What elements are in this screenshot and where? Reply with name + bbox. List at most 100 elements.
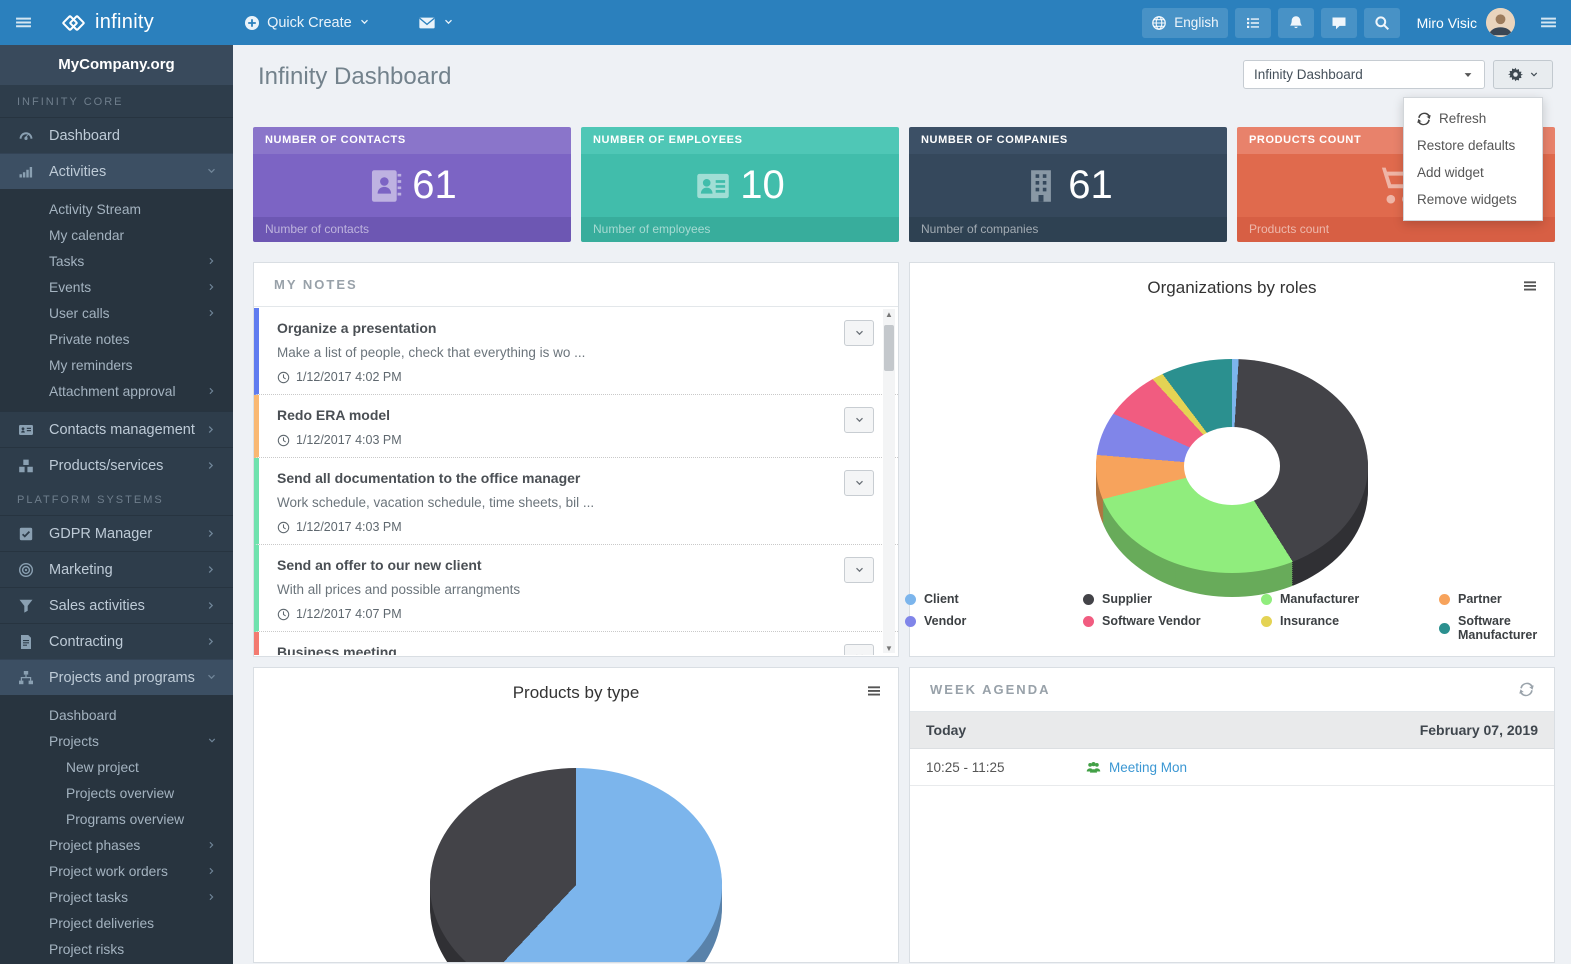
sidebar-item-attachment-approval[interactable]: Attachment approval bbox=[0, 378, 233, 404]
notes-list: Organize a presentation Make a list of pe… bbox=[254, 308, 898, 655]
chevron-right-icon bbox=[207, 256, 217, 266]
sidebar-item-contracting[interactable]: Contracting bbox=[0, 623, 233, 659]
language-button[interactable]: English bbox=[1142, 7, 1228, 38]
brand-logo[interactable]: infinity bbox=[61, 11, 154, 34]
sidebar-item-project-deliveries[interactable]: Project deliveries bbox=[0, 910, 233, 936]
sidebar-item-tasks[interactable]: Tasks bbox=[0, 248, 233, 274]
sidebar-item-my-reminders[interactable]: My reminders bbox=[0, 352, 233, 378]
scroll-up-icon[interactable]: ▲ bbox=[885, 309, 893, 319]
sidebar-item-gdpr-manager[interactable]: GDPR Manager bbox=[0, 515, 233, 551]
sidebar-item-marketing[interactable]: Marketing bbox=[0, 551, 233, 587]
notes-scrollbar[interactable]: ▲ ▼ bbox=[883, 309, 895, 653]
legend-item-insurance[interactable]: Insurance bbox=[1261, 614, 1381, 628]
sidebar-item-label: Sales activities bbox=[49, 597, 145, 614]
notifications-button[interactable] bbox=[1277, 7, 1314, 38]
search-button[interactable] bbox=[1363, 7, 1400, 38]
org-name[interactable]: MyCompany.org bbox=[0, 45, 233, 85]
user-menu[interactable]: Miro Visic bbox=[1417, 8, 1515, 37]
legend-item-partner[interactable]: Partner bbox=[1439, 592, 1559, 606]
sidebar-item-contacts-management[interactable]: Contacts management bbox=[0, 411, 233, 447]
mail-menu-button[interactable] bbox=[418, 14, 454, 32]
dashboard-selector[interactable]: Infinity Dashboard bbox=[1243, 60, 1485, 89]
legend-item-supplier[interactable]: Supplier bbox=[1083, 592, 1203, 606]
note-actions-button[interactable] bbox=[844, 407, 874, 433]
note-actions-button[interactable] bbox=[844, 557, 874, 583]
topbar-right: English Miro Visic bbox=[1142, 7, 1557, 38]
chart-context-menu-icon[interactable] bbox=[866, 683, 882, 699]
stat-card-number-of-contacts[interactable]: NUMBER OF CONTACTS 61 Number of contacts bbox=[253, 127, 571, 242]
sidebar-item-programs-overview[interactable]: Programs overview bbox=[0, 806, 233, 832]
legend-item-manufacturer[interactable]: Manufacturer bbox=[1261, 592, 1381, 606]
sidebar-item-activities[interactable]: Activities bbox=[0, 153, 233, 189]
sidebar-submenu: Activity Stream My calendar Tasks Events Use… bbox=[0, 189, 233, 411]
sidebar-item-products-services[interactable]: Products/services bbox=[0, 447, 233, 483]
sidebar-item-my-calendar[interactable]: My calendar bbox=[0, 222, 233, 248]
scroll-down-icon[interactable]: ▼ bbox=[885, 643, 893, 653]
legend-item-software-manufacturer[interactable]: Software Manufacturer bbox=[1439, 614, 1559, 642]
stat-card-title: NUMBER OF COMPANIES bbox=[909, 127, 1227, 154]
bullseye-icon bbox=[16, 562, 35, 578]
sidebar-item-projects[interactable]: Projects bbox=[0, 728, 233, 754]
chevron-right-icon bbox=[207, 840, 217, 850]
menu-item-remove-widgets[interactable]: Remove widgets bbox=[1404, 186, 1542, 213]
sitemap-icon bbox=[16, 670, 35, 686]
legend-item-client[interactable]: Client bbox=[905, 592, 1025, 606]
widget-settings-button[interactable] bbox=[1493, 60, 1553, 89]
sidebar-item-projects-overview[interactable]: Projects overview bbox=[0, 780, 233, 806]
sidebar-item-user-calls[interactable]: User calls bbox=[0, 300, 233, 326]
legend-column: Partner Software Manufacturer bbox=[1439, 592, 1559, 642]
sidebar-item-activity-stream[interactable]: Activity Stream bbox=[0, 196, 233, 222]
sidebar-item-sales-activities[interactable]: Sales activities bbox=[0, 587, 233, 623]
messages-button[interactable] bbox=[1320, 7, 1357, 38]
sidebar-item-private-notes[interactable]: Private notes bbox=[0, 326, 233, 352]
stat-card-value: 10 bbox=[740, 163, 785, 207]
sidebar-item-dashboard[interactable]: Dashboard bbox=[0, 117, 233, 153]
sidebar-toggle-icon[interactable] bbox=[15, 14, 32, 31]
sidebar-item-label: New project bbox=[66, 759, 139, 775]
sidebar-item-label: User calls bbox=[49, 305, 110, 321]
note-time-text: 1/12/2017 4:02 PM bbox=[296, 370, 402, 384]
sidebar-item-dashboard[interactable]: Dashboard bbox=[0, 702, 233, 728]
legend-label: Software Manufacturer bbox=[1458, 614, 1538, 642]
sidebar-item-project-tasks[interactable]: Project tasks bbox=[0, 884, 233, 910]
caret-down-icon bbox=[1462, 69, 1474, 81]
notes-panel-title: MY NOTES bbox=[274, 277, 358, 292]
refresh-icon[interactable] bbox=[1519, 682, 1534, 697]
agenda-event-link[interactable]: Meeting Mon bbox=[1109, 759, 1188, 775]
scrollbar-thumb[interactable] bbox=[884, 325, 894, 371]
menu-item-restore-defaults[interactable]: Restore defaults bbox=[1404, 132, 1542, 159]
stat-card-number-of-employees[interactable]: NUMBER OF EMPLOYEES 10 Number of employees bbox=[581, 127, 899, 242]
chart-context-menu-icon[interactable] bbox=[1522, 278, 1538, 294]
legend-swatch bbox=[1083, 593, 1094, 605]
options-menu-icon[interactable] bbox=[1540, 14, 1557, 31]
sidebar-item-label: Activities bbox=[49, 163, 107, 180]
donut-hole bbox=[1184, 427, 1280, 505]
note-time-text: 1/12/2017 4:03 PM bbox=[296, 433, 402, 447]
sidebar-item-project-work-orders[interactable]: Project work orders bbox=[0, 858, 233, 884]
my-notes-panel: MY NOTES Organize a presentation Make a l… bbox=[253, 262, 899, 657]
stat-card-number-of-companies[interactable]: NUMBER OF COMPANIES 61 Number of companies bbox=[909, 127, 1227, 242]
legend-item-vendor[interactable]: Vendor bbox=[905, 614, 1025, 628]
task-list-button[interactable] bbox=[1234, 7, 1271, 38]
sidebar-item-projects-and-programs[interactable]: Projects and programs bbox=[0, 659, 233, 695]
note-actions-button[interactable] bbox=[844, 320, 874, 346]
menu-item-add-widget[interactable]: Add widget bbox=[1404, 159, 1542, 186]
sidebar-item-label: Events bbox=[49, 279, 92, 295]
chevron-down-icon bbox=[359, 17, 370, 28]
note-actions-button[interactable] bbox=[844, 644, 874, 655]
sidebar-item-project-risks[interactable]: Project risks bbox=[0, 936, 233, 962]
sidebar-item-project-phases[interactable]: Project phases bbox=[0, 832, 233, 858]
chart-title: Organizations by roles bbox=[1147, 278, 1317, 297]
sidebar-item-new-project[interactable]: New project bbox=[0, 754, 233, 780]
note-timestamp: 1/12/2017 4:07 PM bbox=[277, 607, 838, 621]
products-pie-chart[interactable] bbox=[430, 768, 722, 962]
note-item: Send all documentation to the office man… bbox=[254, 458, 898, 545]
sidebar-item-events[interactable]: Events bbox=[0, 274, 233, 300]
pie-top-layer bbox=[430, 768, 722, 962]
chevron-right-icon bbox=[206, 528, 217, 539]
legend-item-software-vendor[interactable]: Software Vendor bbox=[1083, 614, 1203, 628]
menu-item-refresh[interactable]: Refresh bbox=[1404, 105, 1542, 132]
organizations-donut-chart[interactable] bbox=[1096, 359, 1368, 597]
note-actions-button[interactable] bbox=[844, 470, 874, 496]
quick-create-button[interactable]: Quick Create bbox=[244, 15, 370, 31]
